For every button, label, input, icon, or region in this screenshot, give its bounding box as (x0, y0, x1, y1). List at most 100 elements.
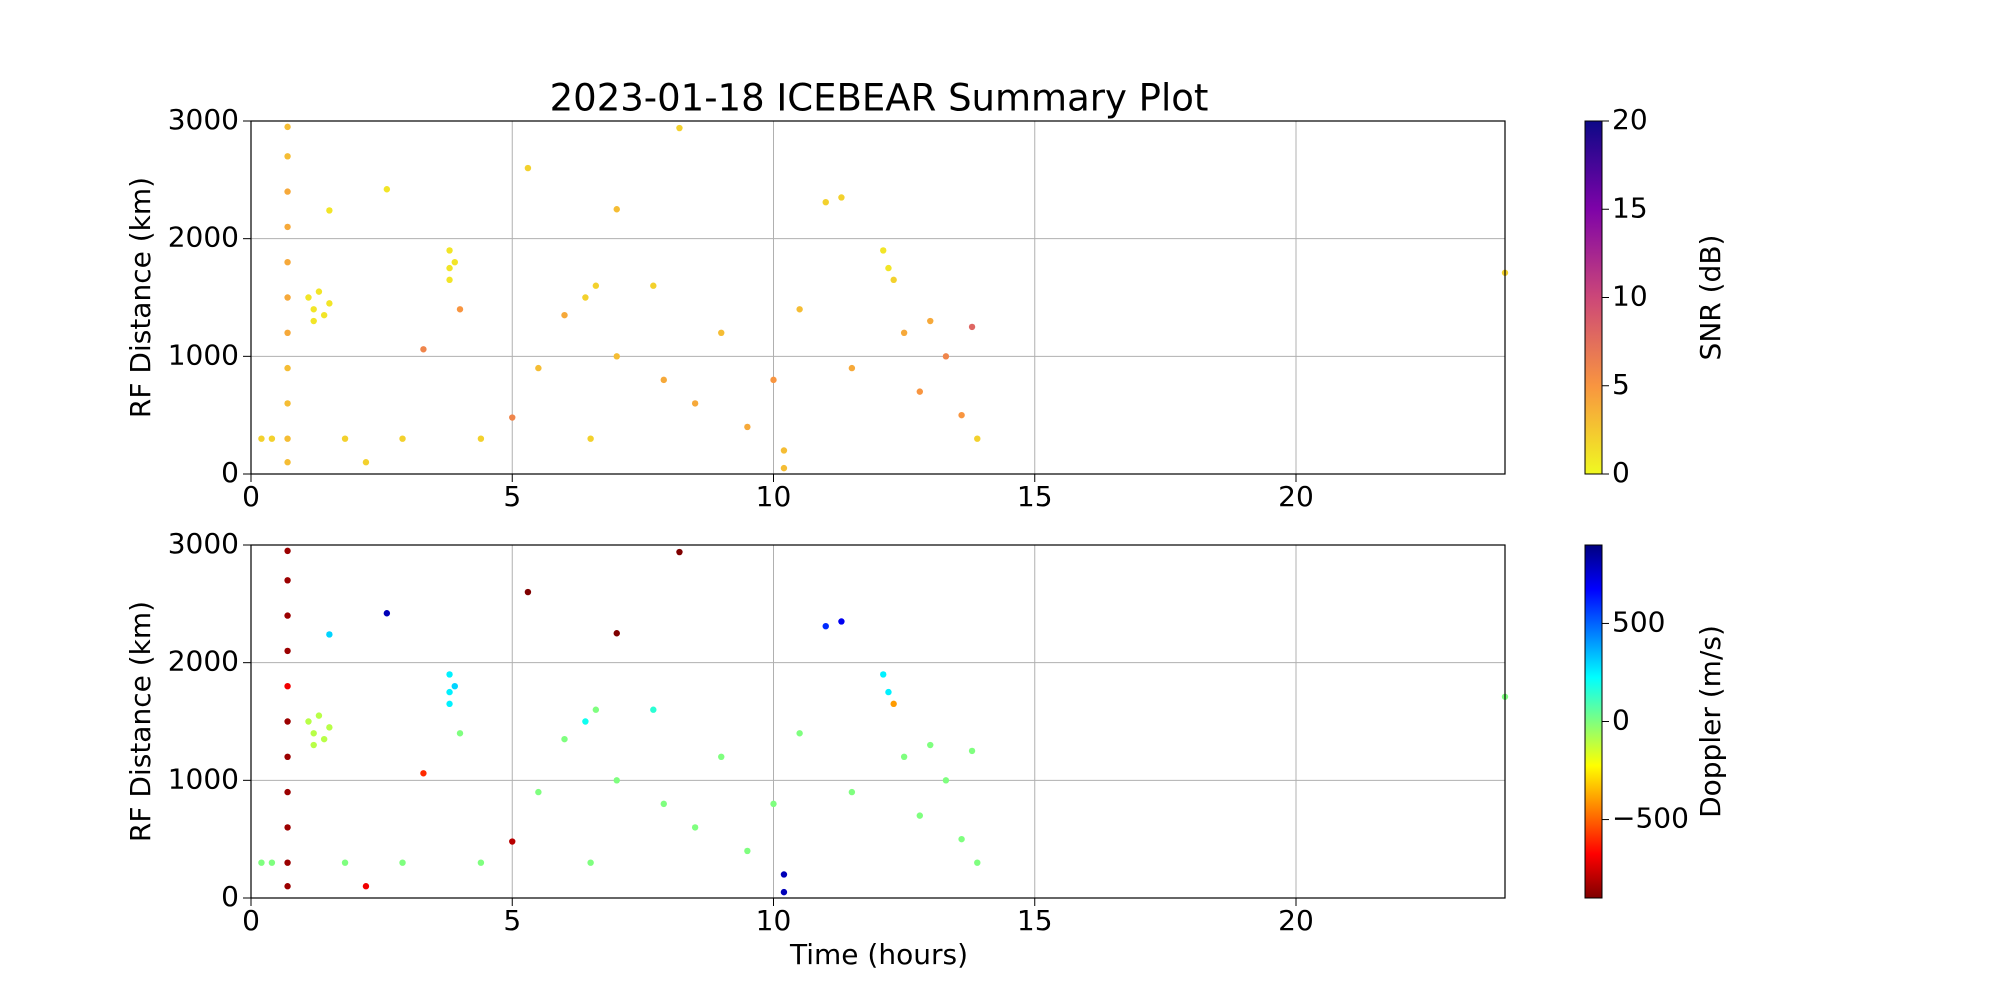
data-point (284, 824, 291, 831)
data-point (446, 671, 453, 678)
data-point (258, 859, 265, 866)
chart-title: 2023-01-18 ICEBEAR Summary Plot (550, 77, 1209, 120)
colorbar-label: Doppler (m/s) (1694, 625, 1727, 818)
data-point (968, 323, 976, 331)
data-point (399, 435, 406, 442)
plot-frame (250, 120, 1506, 475)
data-point (780, 888, 788, 896)
data-point (592, 282, 600, 289)
data-point (880, 671, 887, 678)
data-point (383, 610, 391, 617)
data-point (320, 311, 328, 319)
data-point (613, 353, 620, 360)
data-point (890, 276, 897, 284)
data-point (796, 730, 803, 737)
data-point (326, 724, 333, 731)
data-point (284, 223, 291, 231)
data-point (650, 706, 657, 713)
data-point (284, 753, 291, 760)
data-point (848, 788, 856, 796)
y-tick-label: 1000 (168, 338, 239, 371)
data-point (320, 735, 328, 743)
data-point (284, 459, 291, 466)
data-point (660, 800, 667, 808)
data-point (420, 770, 427, 777)
colorbar-label: SNR (dB) (1694, 235, 1727, 361)
data-point (362, 883, 370, 890)
data-point (718, 753, 725, 760)
data-point (326, 631, 333, 638)
data-point (284, 400, 291, 407)
y-axis-label: RF Distance (km) (124, 601, 157, 842)
data-point (561, 735, 568, 743)
data-point (780, 447, 788, 454)
x-tick-label: 15 (1017, 480, 1053, 513)
y-tick-label: 3000 (168, 527, 239, 560)
data-point (780, 871, 788, 878)
y-axis-label: RF Distance (km) (124, 177, 157, 418)
y-tick-label: 2000 (168, 645, 239, 678)
data-point (780, 464, 788, 472)
x-tick-label: 20 (1278, 480, 1314, 513)
data-point (676, 124, 683, 132)
data-point (613, 206, 620, 213)
data-point (744, 847, 751, 855)
data-point (456, 730, 464, 737)
data-point (477, 435, 485, 442)
data-point (958, 411, 965, 419)
data-point (310, 317, 317, 325)
data-point (446, 264, 453, 272)
colorbar-tick-label: 10 (1612, 280, 1648, 313)
colorbar-tick-label: 20 (1612, 103, 1648, 136)
data-point (284, 883, 291, 890)
data-point (268, 859, 276, 866)
data-point (942, 777, 950, 784)
data-point (592, 706, 600, 713)
x-tick-label: 5 (503, 480, 521, 513)
colorbar-tick-label: 15 (1612, 191, 1648, 224)
data-point (284, 259, 291, 266)
data-point (958, 835, 965, 843)
data-point (284, 859, 291, 866)
data-point (284, 718, 291, 725)
x-tick-label: 10 (756, 480, 792, 513)
data-point (451, 259, 458, 266)
data-point (822, 622, 829, 630)
y-tick-label: 2000 (168, 221, 239, 254)
data-point (446, 688, 453, 696)
data-point (587, 435, 594, 442)
data-point (477, 859, 485, 866)
data-point (744, 423, 751, 431)
data-point (341, 859, 349, 866)
data-point (838, 194, 845, 201)
data-point (613, 630, 620, 637)
data-point (383, 186, 391, 193)
data-point (315, 712, 323, 719)
data-point (885, 688, 892, 696)
data-point (315, 288, 323, 295)
data-point (420, 346, 427, 353)
data-point (310, 730, 317, 737)
data-point (284, 329, 291, 336)
data-point (927, 741, 934, 749)
data-point (258, 435, 265, 442)
data-point (446, 276, 453, 284)
x-tick-label: 0 (242, 904, 260, 937)
data-point (900, 753, 908, 760)
data-point (890, 700, 897, 708)
data-point (326, 207, 333, 214)
data-point (284, 364, 291, 372)
y-tick-label: 1000 (168, 762, 239, 795)
data-point (284, 123, 291, 131)
data-point (305, 718, 312, 725)
data-point (535, 364, 542, 372)
x-axis-label: Time (hours) (789, 938, 968, 971)
data-point (284, 294, 291, 301)
data-point (326, 300, 333, 307)
y-tick-label: 3000 (168, 103, 239, 136)
data-point (284, 188, 291, 195)
data-point (284, 788, 291, 796)
data-point (456, 306, 464, 313)
data-point (284, 647, 291, 655)
data-point (284, 577, 291, 584)
